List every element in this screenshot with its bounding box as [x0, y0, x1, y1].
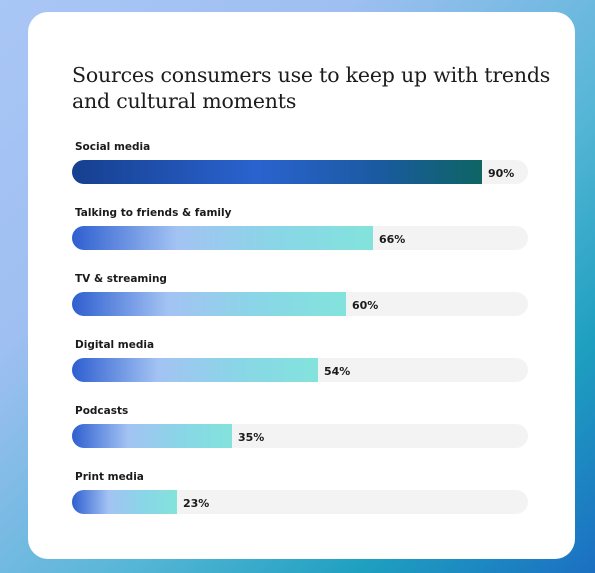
category-label: Social media — [75, 141, 151, 153]
value-label: 54% — [324, 365, 351, 378]
chart-title: Sources consumers use to keep up with tr… — [72, 63, 551, 113]
bar-row: Podcasts 35% — [72, 405, 528, 465]
value-label: 90% — [488, 167, 515, 180]
category-label: TV & streaming — [75, 273, 167, 285]
chart-card — [28, 12, 575, 559]
bar — [72, 358, 318, 382]
category-label: Digital media — [75, 339, 155, 351]
value-label: 60% — [352, 299, 379, 312]
bar — [72, 292, 346, 316]
bar-row: Talking to friends & family 66% — [72, 207, 528, 267]
bar — [72, 424, 232, 448]
value-label: 35% — [238, 431, 265, 444]
category-label: Podcasts — [75, 405, 129, 417]
bar-row: Print media 23% — [72, 471, 528, 531]
bar-row: Social media 90% — [72, 141, 528, 201]
category-label: Print media — [75, 471, 144, 483]
bar — [72, 490, 177, 514]
value-label: 66% — [379, 233, 406, 246]
bar-row: Digital media 54% — [72, 339, 528, 399]
bar-row: TV & streaming 60% — [72, 273, 528, 333]
category-label: Talking to friends & family — [75, 207, 232, 219]
bar — [72, 160, 482, 184]
bar — [72, 226, 373, 250]
value-label: 23% — [183, 497, 210, 510]
